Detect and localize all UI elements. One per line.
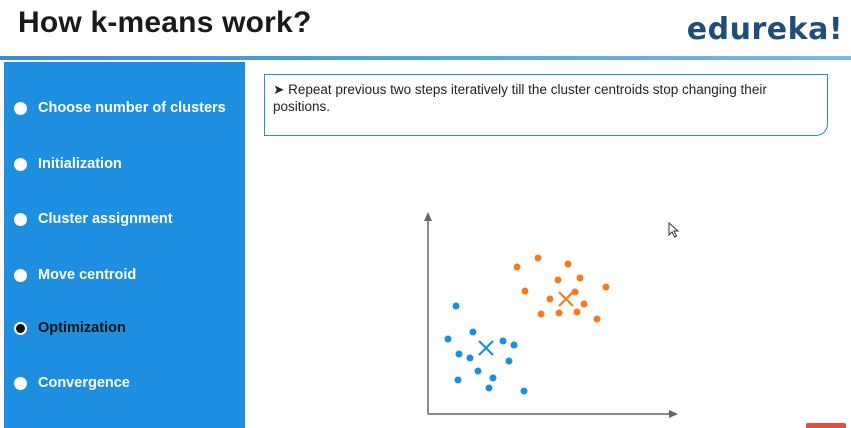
bullet-dot-icon <box>14 101 27 115</box>
bullet-arrow-icon: ➤ <box>273 82 285 97</box>
blue-point <box>454 376 462 384</box>
sidebar-item-choose-clusters[interactable]: Choose number of clusters <box>14 97 226 119</box>
bullet-dot-icon <box>14 376 27 390</box>
orange-point <box>602 283 610 291</box>
step-description-box: ➤ Repeat previous two steps iteratively … <box>264 74 828 136</box>
blue-centroid-cross-icon <box>478 340 494 356</box>
blue-point <box>499 337 507 345</box>
orange-point <box>580 300 588 308</box>
blue-point <box>444 335 452 343</box>
sidebar-item-convergence[interactable]: Convergence <box>14 372 130 394</box>
blue-point <box>469 328 477 336</box>
blue-point <box>520 387 528 395</box>
plot-axes <box>424 212 678 418</box>
sidebar-item-label: Initialization <box>38 156 122 172</box>
blue-point <box>505 357 513 365</box>
orange-point <box>573 308 581 316</box>
bullet-dot-icon <box>14 212 27 226</box>
blue-point <box>452 302 460 310</box>
orange-point <box>513 263 521 271</box>
sidebar-item-cluster-assignment[interactable]: Cluster assignment <box>14 208 173 230</box>
orange-cluster <box>513 254 610 323</box>
page-title: How k-means work? <box>18 6 312 39</box>
bullet-dot-active-icon <box>14 321 27 335</box>
blue-point <box>485 384 493 392</box>
edureka-logo: edureka! <box>686 12 843 47</box>
orange-point <box>546 295 554 303</box>
corner-accent <box>806 423 846 428</box>
sidebar-item-move-centroid[interactable]: Move centroid <box>14 264 136 286</box>
blue-point <box>510 341 518 349</box>
orange-point <box>554 276 562 284</box>
cursor-arrow-icon <box>668 222 680 238</box>
bullet-dot-icon <box>14 157 27 171</box>
sidebar-item-optimization[interactable]: Optimization <box>14 317 126 339</box>
sidebar-item-label: Choose number of clusters <box>38 100 226 116</box>
orange-centroid-cross-icon <box>558 291 574 307</box>
sidebar-item-label: Move centroid <box>38 267 137 283</box>
step-description-text: Repeat previous two steps iteratively ti… <box>273 82 767 114</box>
kmeans-scatter-diagram <box>424 212 678 418</box>
orange-point <box>564 260 572 268</box>
orange-point <box>521 287 529 295</box>
orange-point <box>534 254 542 262</box>
orange-point <box>576 274 584 282</box>
y-axis-arrow-icon <box>424 212 432 221</box>
step-description: ➤ Repeat previous two steps iteratively … <box>273 81 817 115</box>
sidebar-item-label: Cluster assignment <box>38 211 173 227</box>
orange-point <box>537 310 545 318</box>
bullet-dot-icon <box>14 268 27 282</box>
blue-point <box>455 350 463 358</box>
blue-point <box>474 367 482 375</box>
sidebar-item-label: Optimization <box>38 320 126 336</box>
sidebar-item-initialization[interactable]: Initialization <box>14 153 122 175</box>
header-divider <box>0 56 851 60</box>
sidebar-item-label: Convergence <box>38 375 130 391</box>
orange-point <box>571 288 579 296</box>
orange-point <box>555 309 563 317</box>
blue-cluster <box>444 302 528 395</box>
blue-point <box>466 354 474 362</box>
blue-point <box>489 374 497 382</box>
sidebar: Choose number of clusters Initialization… <box>4 62 245 428</box>
x-axis-arrow-icon <box>669 410 678 418</box>
orange-point <box>593 315 601 323</box>
header: How k-means work? edureka! <box>0 0 851 60</box>
